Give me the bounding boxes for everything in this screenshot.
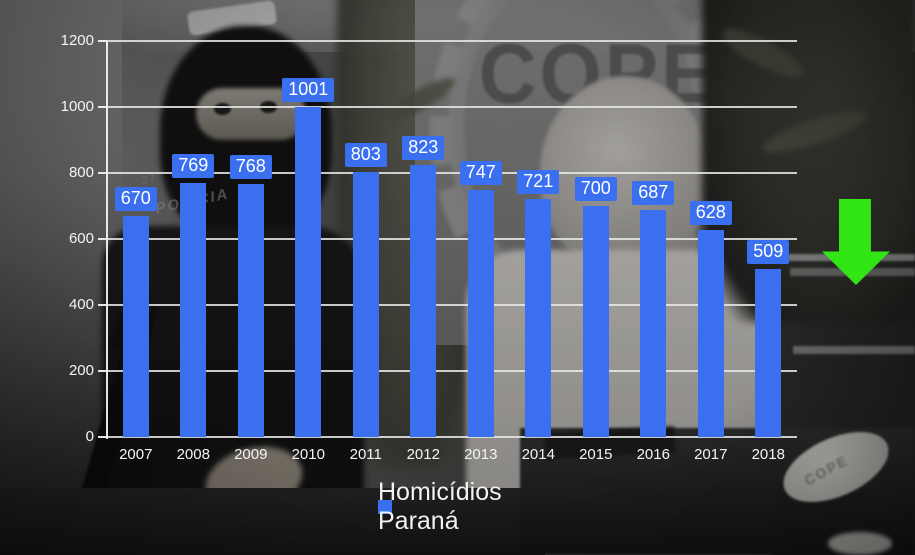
gridline-y-800 [107,172,797,174]
y-axis-tick-200 [98,370,107,372]
x-axis-label-2011: 2011 [349,446,382,463]
bar-2015 [582,206,609,437]
value-label-2010: 1001 [282,77,335,102]
bar-2009 [237,183,264,437]
x-axis-label-2017: 2017 [694,446,728,463]
bar-2014 [525,199,552,437]
x-axis-label-2016: 2016 [636,446,670,463]
value-label-2018: 509 [747,240,790,265]
y-axis-line [106,41,108,439]
value-label-2012: 823 [402,136,445,161]
y-axis-label-0: 0 [85,428,94,445]
value-label-2007: 670 [114,186,157,211]
bar-2016 [640,210,667,437]
y-axis-tick-0 [98,436,107,438]
gridline-y-0 [107,436,797,438]
x-axis-label-2014: 2014 [521,446,555,463]
x-axis-label-2010: 2010 [291,446,325,463]
bar-2017 [697,229,724,437]
x-axis-label-2013: 2013 [464,446,498,463]
gridline-y-200 [107,370,797,372]
gridline-y-1200 [107,40,797,42]
value-label-2016: 687 [632,181,675,206]
y-axis-label-1200: 1200 [60,32,94,49]
value-label-2014: 721 [517,170,560,195]
y-axis-tick-1200 [98,40,107,42]
x-axis-label-2009: 2009 [234,446,268,463]
value-label-2017: 628 [689,200,732,225]
value-label-2013: 747 [459,161,502,186]
gridline-y-400 [107,304,797,306]
value-label-2008: 769 [172,154,215,179]
bar-2010 [295,106,322,437]
legend-swatch [378,500,392,514]
legend-label: Homicídios Paraná [378,478,502,535]
bg-floor [0,488,545,555]
y-axis-tick-600 [98,238,107,240]
y-axis-label-1000: 1000 [60,98,94,115]
x-axis-label-2015: 2015 [579,446,613,463]
value-label-2011: 803 [344,143,387,167]
y-axis-label-600: 600 [68,230,94,247]
y-axis-tick-1000 [98,106,107,108]
value-label-2015: 700 [574,177,617,201]
y-axis-label-200: 200 [68,362,94,379]
bar-2011 [352,172,379,437]
gridline-y-600 [107,238,797,240]
x-axis-label-2012: 2012 [406,446,440,463]
x-axis-label-2018: 2018 [751,446,785,463]
y-axis-label-800: 800 [68,164,94,181]
bar-2007 [122,215,149,437]
y-axis-label-400: 400 [68,296,94,313]
value-label-2009: 768 [229,154,272,179]
y-axis-tick-400 [98,304,107,306]
x-axis-label-2007: 2007 [119,446,153,463]
bar-2008 [180,183,207,437]
y-axis-tick-800 [98,172,107,174]
gridline-y-1000 [107,106,797,108]
bar-2012 [410,165,437,437]
x-axis-label-2008: 2008 [176,446,210,463]
bg-round-item [828,532,892,555]
bg-table-rifle [793,346,915,354]
bar-2018 [755,269,782,437]
bar-2013 [467,190,494,437]
